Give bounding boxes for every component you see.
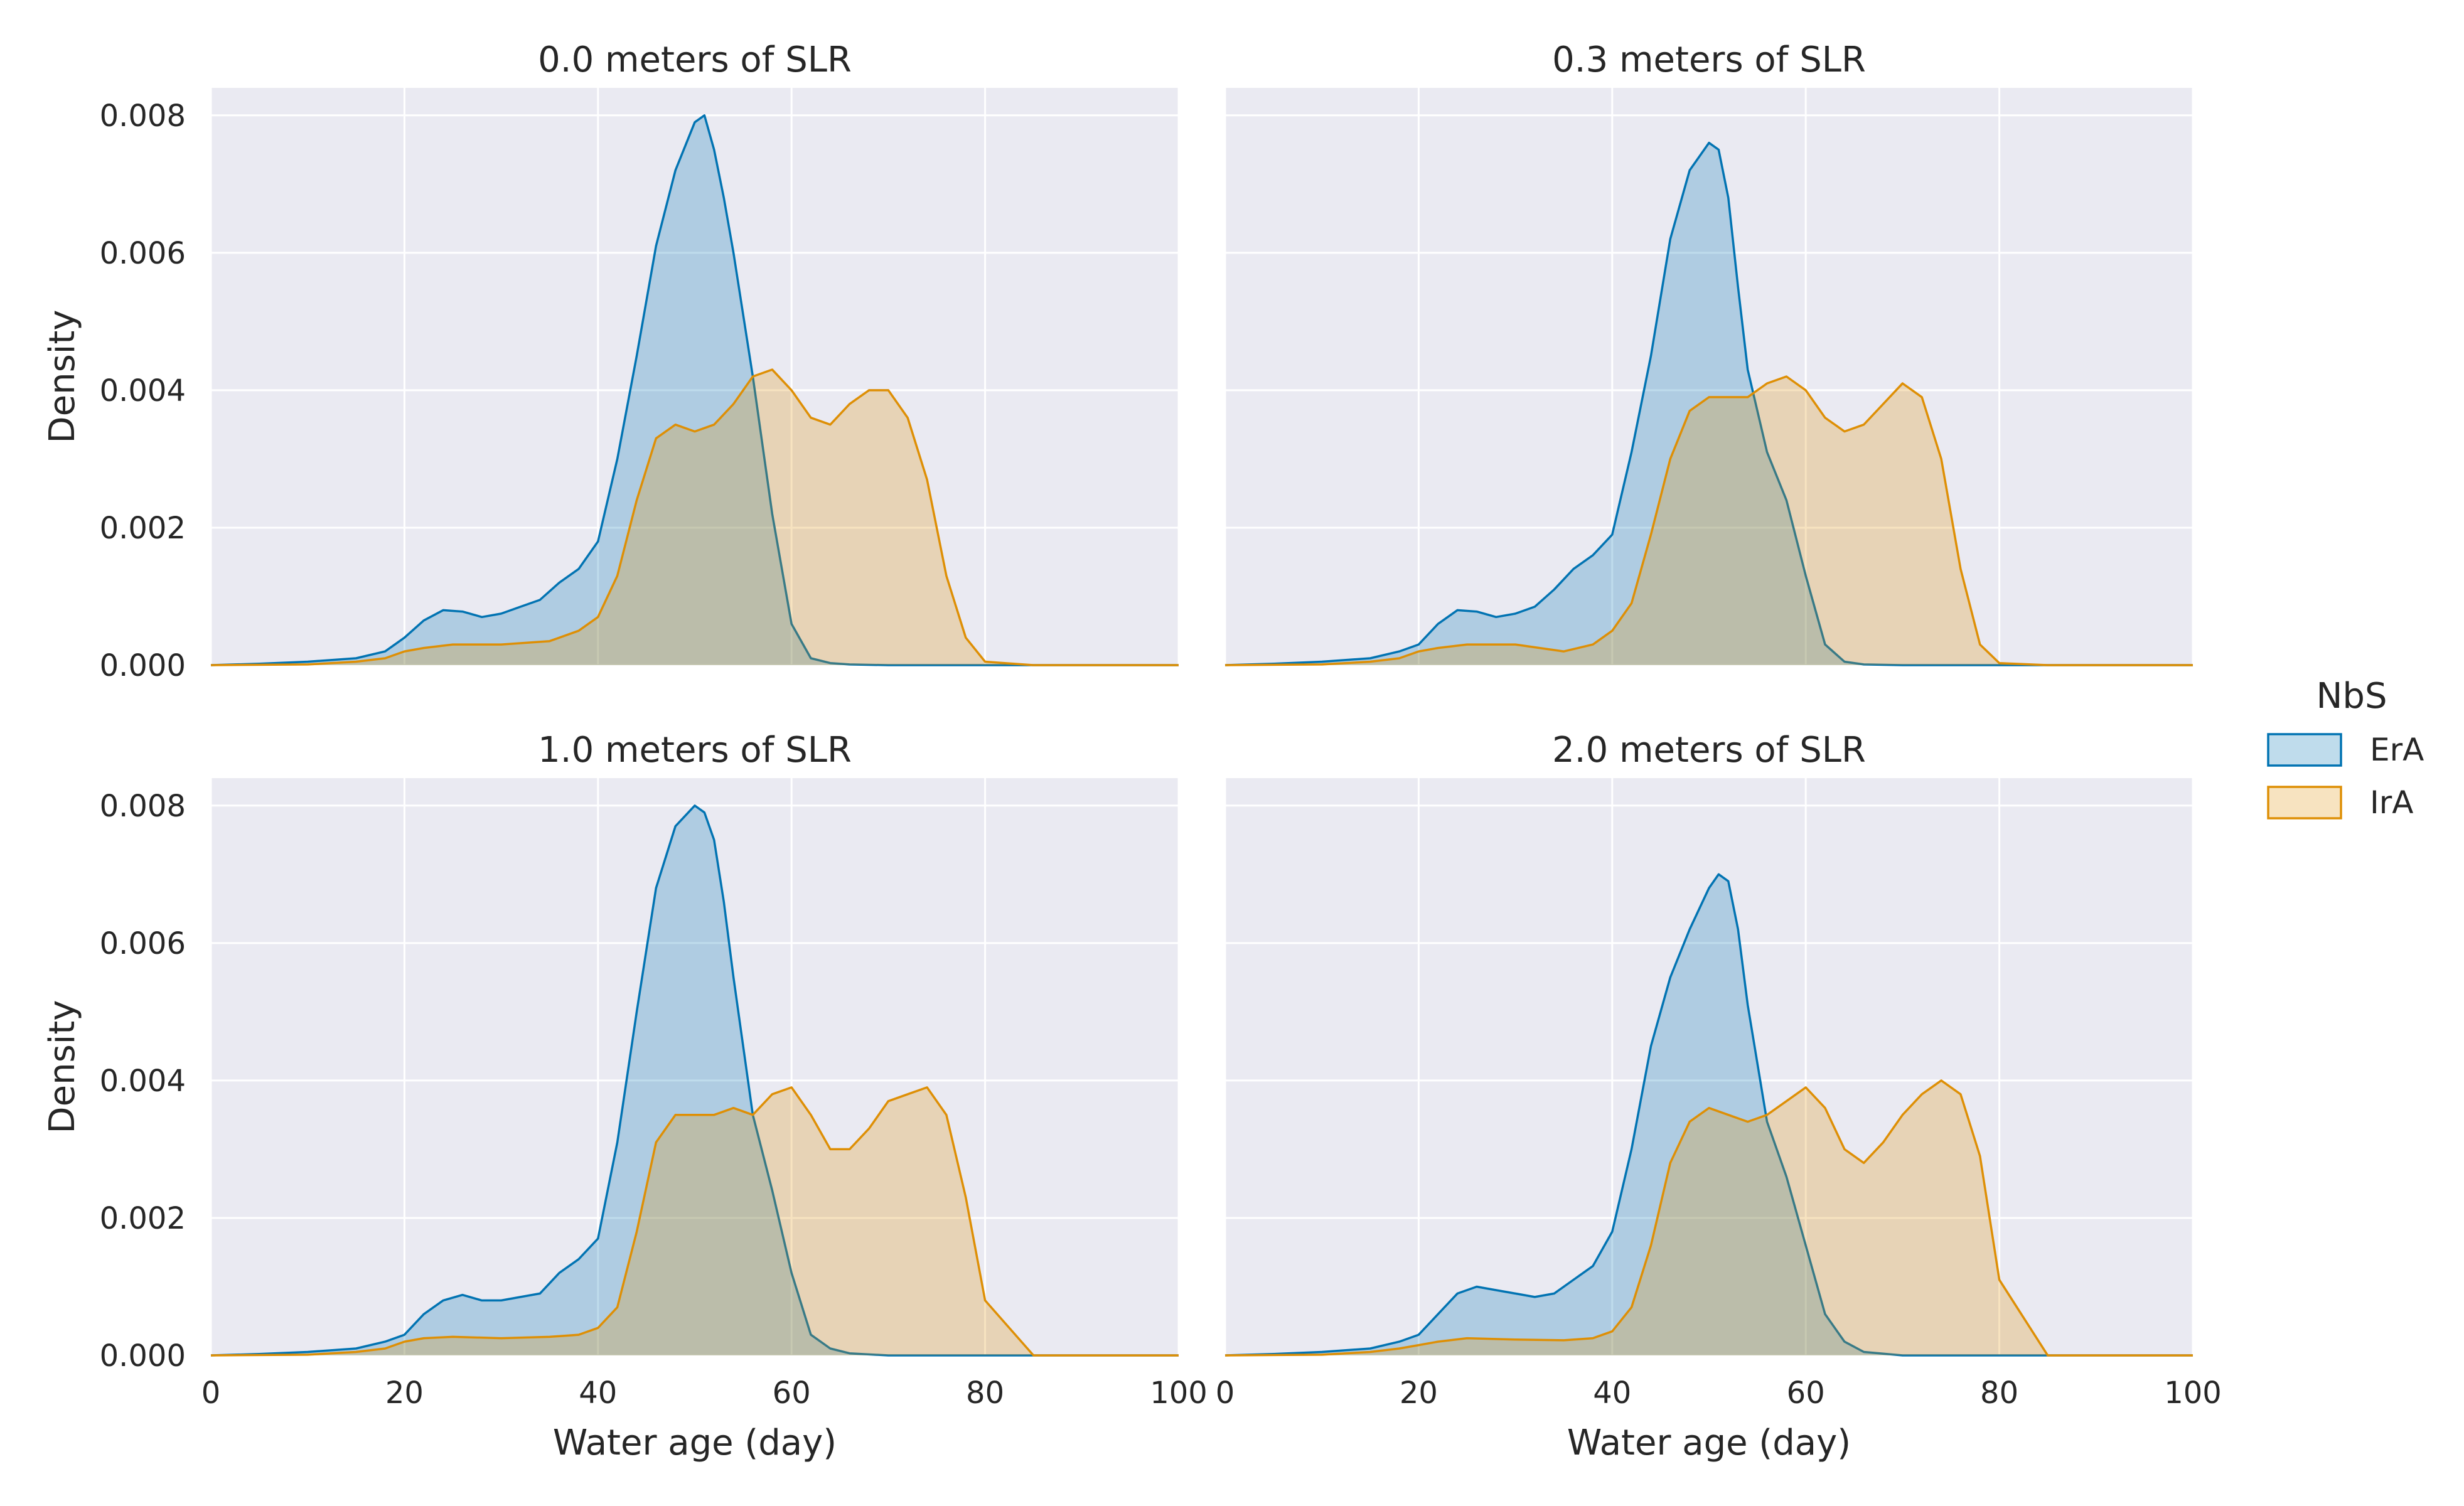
panel-2 <box>1224 88 2194 666</box>
density-area-ira <box>211 370 1179 665</box>
legend-title: NbS <box>2317 676 2387 717</box>
panel-1 <box>210 88 1180 666</box>
plot-background <box>1225 778 2193 1355</box>
x-tick-label: 0 <box>1216 1375 1235 1411</box>
legend-label-ira: IrA <box>2370 784 2414 821</box>
density-line-era <box>210 804 1179 1357</box>
x-axis-label: Water age (day) <box>553 1423 837 1463</box>
y-tick-label: 0.006 <box>100 926 186 961</box>
panel-title: 0.0 meters of SLR <box>538 40 852 80</box>
density-line-ira <box>1224 375 2193 666</box>
legend <box>2267 733 2342 820</box>
density-line-era <box>210 114 1179 666</box>
x-tick-label: 60 <box>773 1375 811 1411</box>
x-tick-label: 80 <box>966 1375 1004 1411</box>
density-area-ira <box>1225 1080 2193 1355</box>
panel-3 <box>210 778 1180 1357</box>
density-area-era <box>1225 874 2193 1355</box>
x-tick-label: 100 <box>1150 1375 1208 1411</box>
legend-label-era: ErA <box>2370 732 2424 768</box>
y-tick-label: 0.006 <box>100 236 186 271</box>
density-area-ira <box>211 1087 1179 1355</box>
panel-title: 0.3 meters of SLR <box>1552 40 1866 80</box>
y-tick-label: 0.008 <box>100 789 186 824</box>
x-tick-label: 60 <box>1787 1375 1825 1411</box>
x-tick-label: 0 <box>201 1375 221 1411</box>
plot-background <box>211 88 1179 665</box>
y-axis-label: Density <box>42 310 83 444</box>
x-axis-label: Water age (day) <box>1567 1423 1851 1463</box>
density-line-era <box>1224 141 2193 666</box>
y-tick-label: 0.000 <box>100 1338 186 1374</box>
x-tick-label: 40 <box>1593 1375 1631 1411</box>
legend-swatch-ira <box>2267 786 2342 820</box>
y-axis-label: Density <box>42 1000 83 1134</box>
density-area-era <box>211 805 1179 1355</box>
density-line-era <box>1224 873 2193 1357</box>
density-line-ira <box>210 368 1179 666</box>
plot-background <box>1225 88 2193 665</box>
x-tick-label: 100 <box>2164 1375 2222 1411</box>
y-tick-label: 0.002 <box>100 511 186 546</box>
density-area-ira <box>1225 376 2193 665</box>
legend-swatch-era <box>2267 733 2342 767</box>
y-tick-label: 0.000 <box>100 648 186 683</box>
y-tick-label: 0.008 <box>100 99 186 134</box>
x-tick-label: 80 <box>1980 1375 2018 1411</box>
panel-4 <box>1224 778 2194 1357</box>
density-line-ira <box>1224 1079 2193 1357</box>
density-area-era <box>1225 142 2193 666</box>
panel-title: 2.0 meters of SLR <box>1552 730 1866 771</box>
panel-title: 1.0 meters of SLR <box>538 730 852 771</box>
y-tick-label: 0.004 <box>100 373 186 409</box>
y-tick-label: 0.004 <box>100 1064 186 1099</box>
y-tick-label: 0.002 <box>100 1201 186 1236</box>
density-area-era <box>211 115 1179 666</box>
x-tick-label: 20 <box>385 1375 424 1411</box>
plot-background <box>211 778 1179 1355</box>
x-tick-label: 20 <box>1400 1375 1438 1411</box>
density-line-ira <box>210 1086 1179 1357</box>
x-tick-label: 40 <box>579 1375 617 1411</box>
